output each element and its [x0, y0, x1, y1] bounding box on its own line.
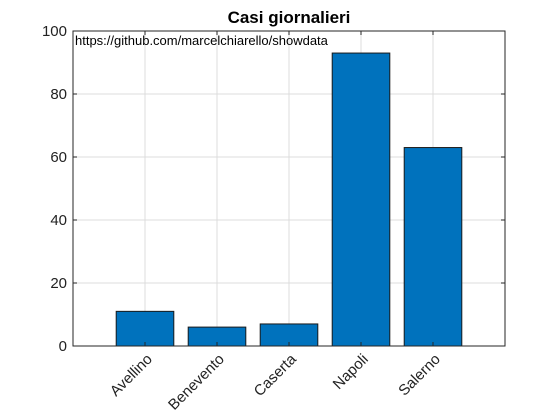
source-annotation: https://github.com/marcelchiarello/showd… [75, 33, 329, 48]
y-tick-label: 100 [42, 23, 67, 40]
y-tick-label: 40 [50, 212, 67, 229]
y-tick-label: 80 [50, 86, 67, 103]
bar-avellino [115, 310, 175, 347]
bar-napoli [331, 52, 391, 347]
chart-title: Casi giornalieri [228, 8, 351, 27]
y-tick-label: 20 [50, 275, 67, 292]
bars [115, 52, 463, 347]
y-tick-label: 0 [59, 338, 67, 355]
x-tick-label-napoli: Napoli [330, 351, 372, 393]
x-axis-ticks: Avellino Benevento Caserta Napoli Salerno [107, 31, 444, 414]
x-tick-label-salerno: Salerno [395, 351, 444, 400]
x-tick-label-avellino: Avellino [107, 351, 156, 400]
y-tick-label: 60 [50, 149, 67, 166]
x-tick-label-benevento: Benevento [165, 351, 228, 414]
bar-salerno [403, 147, 463, 347]
y-axis-ticks: 0 20 40 60 80 100 [42, 23, 505, 355]
x-tick-label-caserta: Caserta [251, 350, 301, 400]
